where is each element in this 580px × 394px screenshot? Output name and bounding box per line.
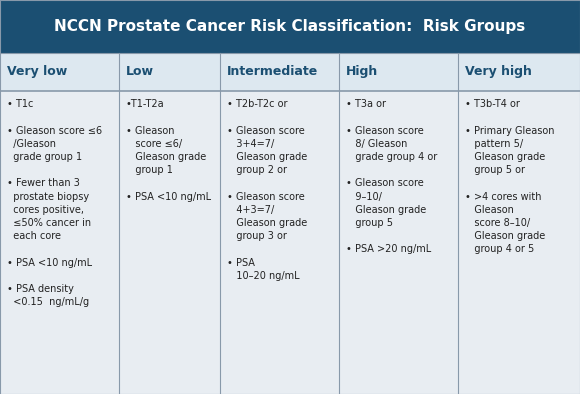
Text: •T1-T2a

• Gleason
   score ≤6/
   Gleason grade
   group 1

• PSA <10 ng/mL: •T1-T2a • Gleason score ≤6/ Gleason grad…: [126, 99, 211, 202]
Bar: [0, 0, 580, 53]
Bar: [0, 53, 580, 91]
Text: Very high: Very high: [465, 65, 532, 78]
Text: • T3b-T4 or

• Primary Gleason
   pattern 5/
   Gleason grade
   group 5 or

• >: • T3b-T4 or • Primary Gleason pattern 5/…: [465, 99, 554, 255]
Text: Very low: Very low: [7, 65, 67, 78]
Text: • T3a or

• Gleason score
   8/ Gleason
   grade group 4 or

• Gleason score
   : • T3a or • Gleason score 8/ Gleason grad…: [346, 99, 437, 255]
Bar: [0, 91, 580, 394]
Text: Low: Low: [126, 65, 154, 78]
Text: • T2b-T2c or

• Gleason score
   3+4=7/
   Gleason grade
   group 2 or

• Gleaso: • T2b-T2c or • Gleason score 3+4=7/ Glea…: [227, 99, 307, 281]
Text: NCCN Prostate Cancer Risk Classification:  Risk Groups: NCCN Prostate Cancer Risk Classification…: [55, 19, 525, 34]
Text: • T1c

• Gleason score ≤6
  /Gleason
  grade group 1

• Fewer than 3
  prostate : • T1c • Gleason score ≤6 /Gleason grade …: [7, 99, 102, 307]
Text: Intermediate: Intermediate: [227, 65, 318, 78]
Text: High: High: [346, 65, 379, 78]
